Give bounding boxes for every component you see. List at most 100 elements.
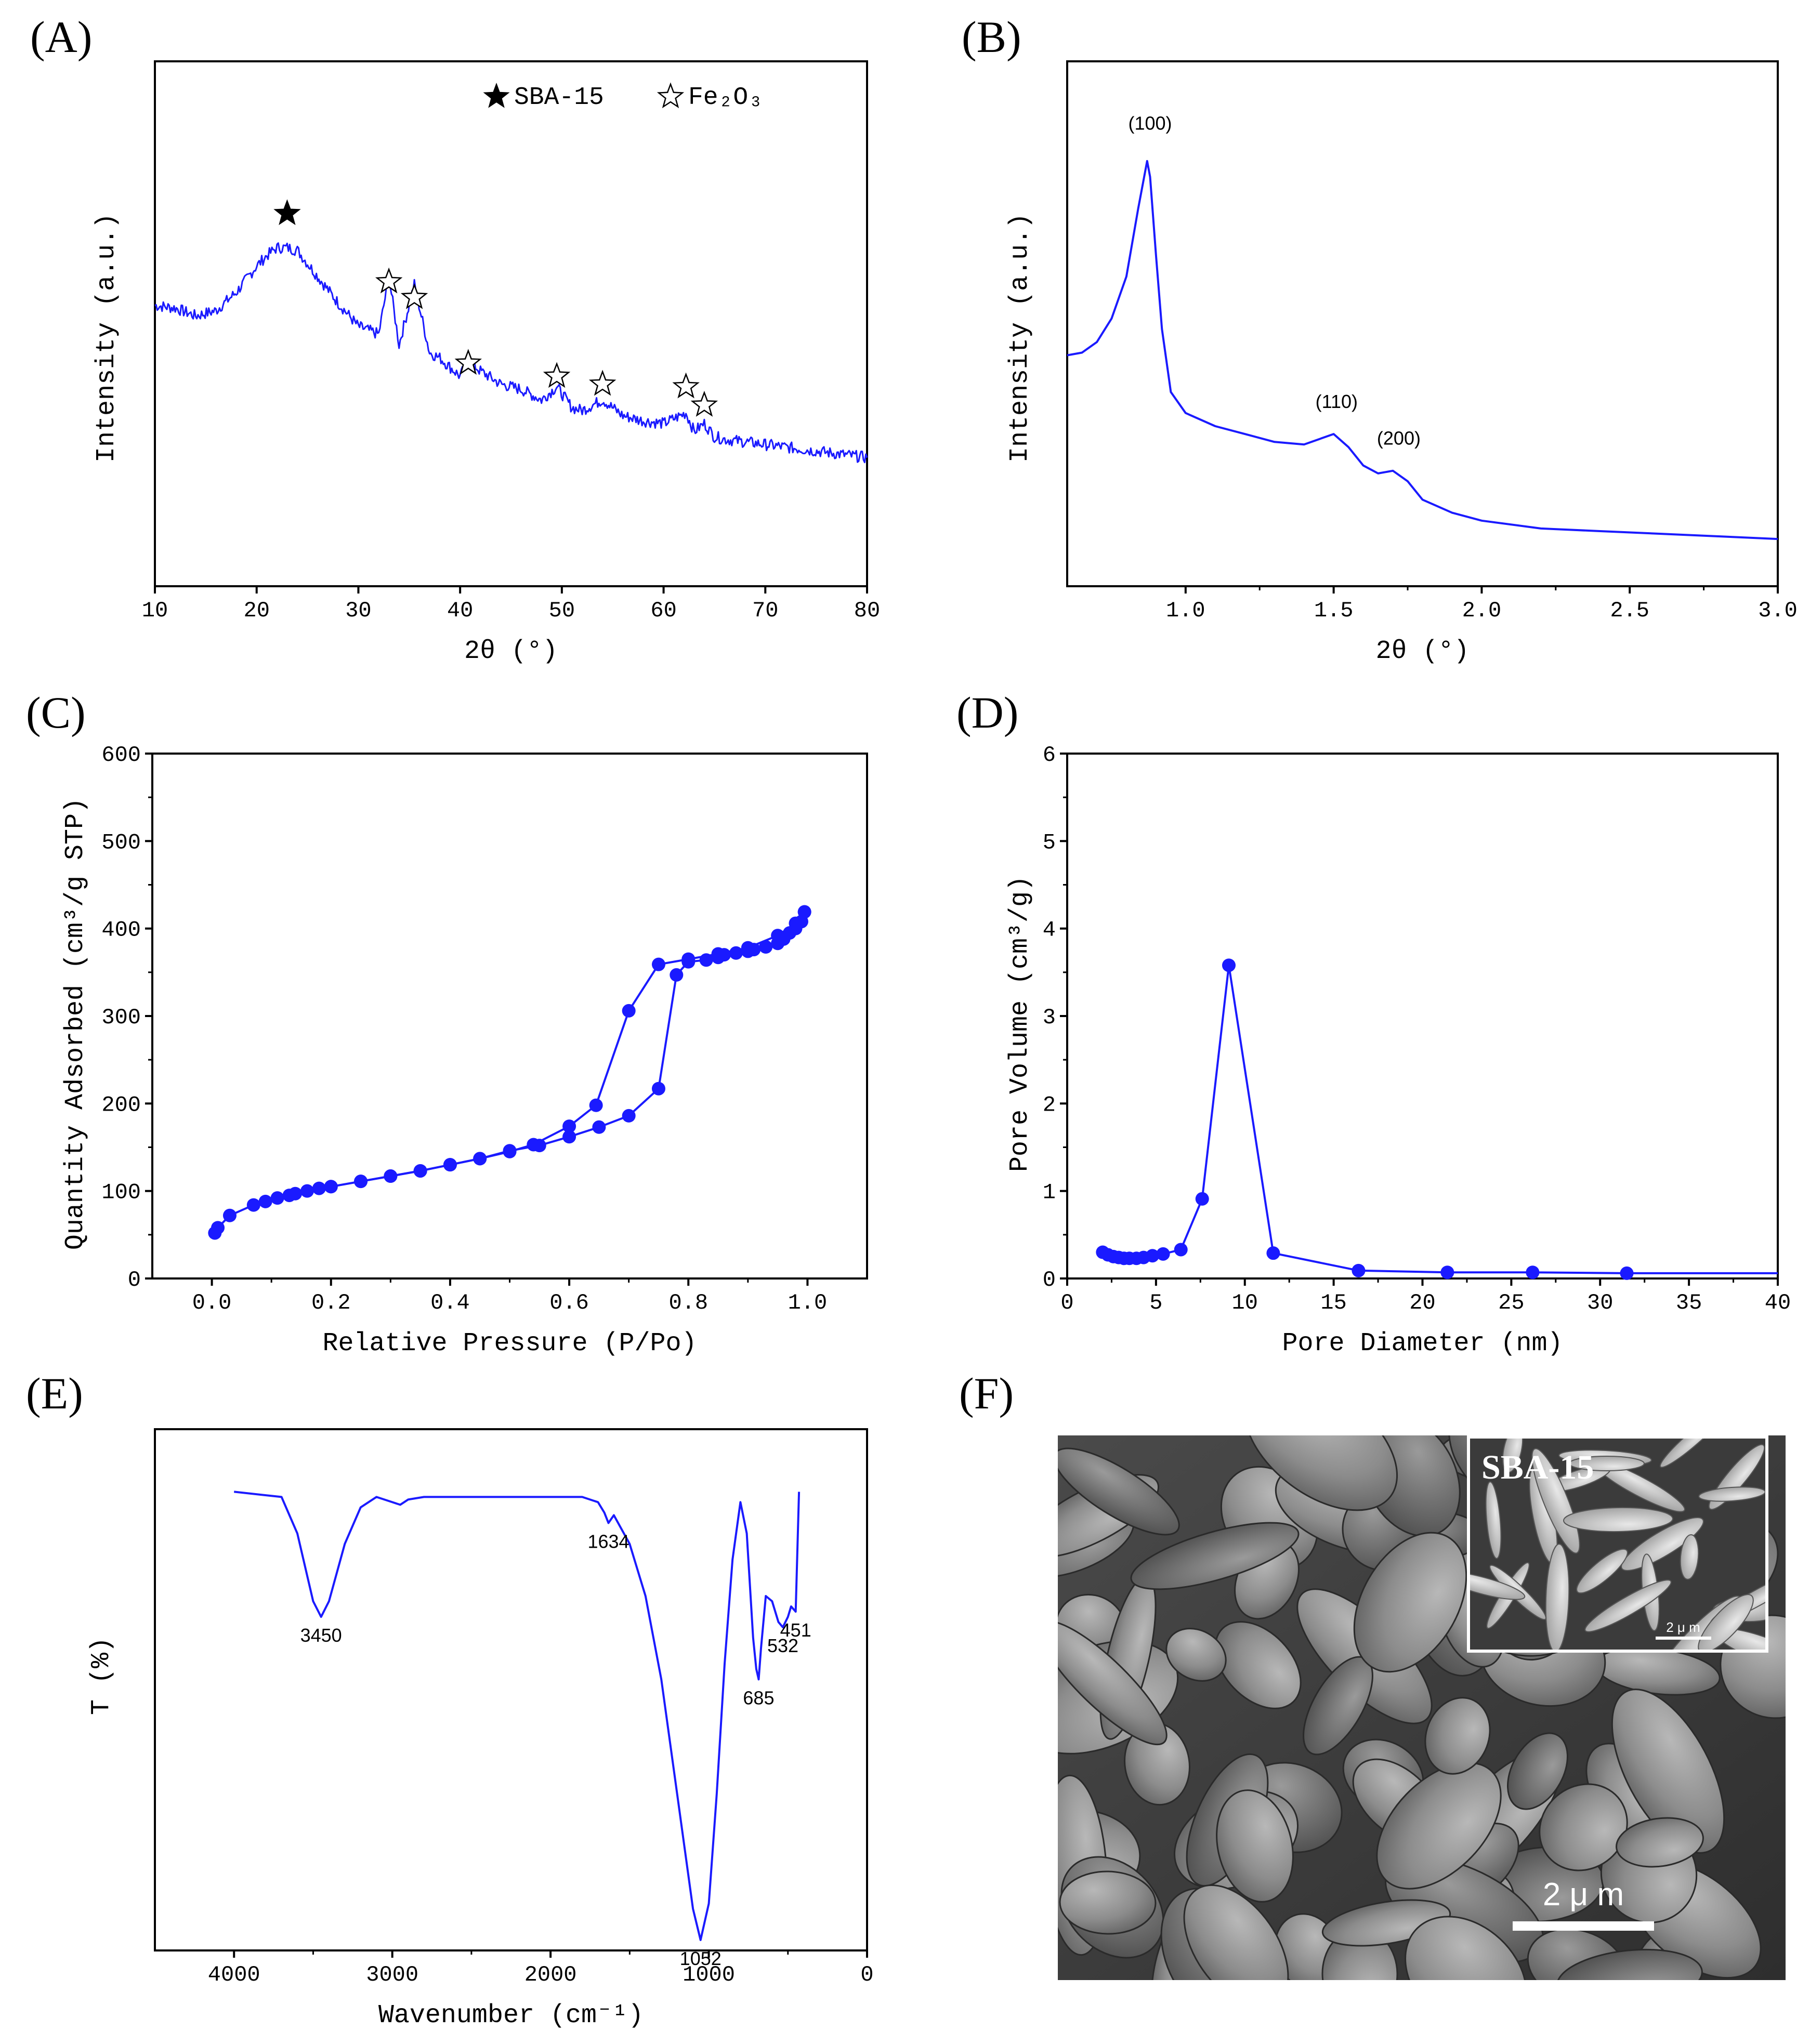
x-tick-label: 0.4: [430, 1290, 470, 1315]
x-tick-label: 20: [244, 598, 270, 623]
panel-a-ylabel: Intensity (a.u.): [92, 213, 122, 463]
pore-size-point: [1146, 1249, 1160, 1263]
desorption-point: [413, 1164, 427, 1178]
panel-b-ylabel: Intensity (a.u.): [1005, 213, 1035, 463]
xrd-series-line: [154, 242, 868, 464]
x-tick-label: 80: [854, 598, 880, 623]
x-tick-label: 0.6: [549, 1290, 589, 1315]
pore-size-point: [1174, 1243, 1188, 1257]
panel-f-sem-image: SBA-15 2 μ m 2 μ m: [1058, 1435, 1786, 1980]
panel-e-frame: [154, 1428, 868, 1951]
adsorption-point: [312, 1181, 326, 1195]
desorption-point: [384, 1169, 398, 1183]
adsorption-point: [300, 1184, 314, 1198]
pore-size-point: [1222, 958, 1236, 972]
sem-particle: [1376, 1762, 1502, 1890]
desorption-point: [711, 947, 725, 961]
pore-size-point: [1352, 1263, 1366, 1277]
sem-particle: [1165, 1628, 1227, 1682]
wavenumber-peak-label: 3450: [300, 1625, 342, 1646]
panel-a-xlabel: 2θ (°): [464, 637, 558, 666]
sba15-peak-marker: [273, 199, 301, 226]
pore-size-point: [1440, 1265, 1454, 1280]
x-tick-label: 0.0: [192, 1290, 232, 1315]
fe2o3-peak-marker: [588, 370, 617, 396]
pore-size-line: [1102, 964, 1778, 1274]
fe2o3-peak-marker: [543, 362, 571, 388]
desorption-point: [681, 952, 696, 966]
sem-inset-label: SBA-15: [1481, 1448, 1594, 1486]
x-tick-label: 1.0: [1166, 598, 1205, 623]
x-tick-label: 4000: [208, 1962, 260, 1987]
panel-c-ylabel: Quantity Adsorbed (cm³/g STP): [61, 798, 90, 1250]
sem-particle: [1353, 1532, 1467, 1673]
x-tick-label: 0.2: [311, 1290, 351, 1315]
adsorption-point: [622, 1109, 636, 1123]
panel-c-label: (C): [26, 688, 86, 737]
adsorption-point: [222, 1208, 237, 1222]
desorption-point: [503, 1144, 517, 1158]
x-tick-label: 35: [1676, 1290, 1702, 1315]
panel-a-frame: [154, 60, 868, 587]
desorption-point: [473, 1152, 487, 1166]
sem-particle: [1243, 1435, 1398, 1511]
panel-e-ylabel: T (%): [87, 1637, 116, 1715]
x-tick-label: 50: [549, 598, 575, 623]
desorption-point: [589, 1098, 603, 1112]
sem-inset-rod: [1698, 1594, 1754, 1651]
sem-particle: [1424, 1697, 1491, 1775]
x-tick-label: 15: [1320, 1290, 1346, 1315]
adsorption-point: [670, 968, 684, 982]
sem-particle: [1058, 1447, 1180, 1536]
saxs-series-line: [1067, 160, 1778, 540]
x-tick-label: 70: [752, 598, 778, 623]
sem-particle: [1405, 1916, 1527, 1980]
y-tick-label: 4: [1043, 918, 1056, 943]
panel-b-saxs-plot: 1.0 1.5 2.0 2.5 3.0 2θ (°) (100) (110) (200): [1066, 60, 1798, 666]
y-tick-label: 500: [101, 830, 141, 855]
peak-index-label: (100): [1128, 113, 1172, 134]
sem-inset-frame: [1467, 1435, 1768, 1653]
pore-size-point: [1620, 1266, 1634, 1280]
y-tick-label: 5: [1043, 830, 1056, 855]
panel-d-pore-size-plot: 0 5 10 15 20 25 30 35 40 0 1 2 3 4 5 6 Pore Diameter (nm…: [1043, 743, 1791, 1359]
adsorption-point: [651, 1082, 665, 1096]
fe2o3-peak-marker: [690, 390, 718, 417]
sem-particle: [1183, 1884, 1289, 1980]
adsorption-point: [258, 1194, 272, 1208]
pore-size-point: [1156, 1247, 1170, 1261]
peak-index-label: (200): [1377, 428, 1421, 449]
panel-c-isotherm-plot: 0.0 0.2 0.4 0.6 0.8 1.0 0 100 200 300 400 500 600 Rel…: [101, 743, 868, 1359]
adsorption-point: [759, 940, 773, 954]
x-tick-label: 0: [860, 1962, 873, 1987]
panel-a-label: (A): [30, 12, 92, 62]
sem-inset-scale-label: 2 μ m: [1666, 1619, 1700, 1635]
fe2o3-peak-marker: [454, 349, 482, 375]
fe2o3-peak-marker: [672, 372, 700, 399]
x-tick-label: 3000: [366, 1962, 418, 1987]
x-tick-label: 0: [1060, 1290, 1073, 1315]
panel-a-xrd-plot: 10 20 30 40 50 60 70 80 2θ (°) SBA-15 Fe₂O₃: [142, 60, 880, 666]
wavenumber-peak-label: 685: [743, 1687, 774, 1708]
x-tick-label: 25: [1498, 1290, 1524, 1315]
sem-inset-rod: [1698, 1486, 1766, 1502]
y-tick-label: 100: [101, 1180, 141, 1205]
desorption-point: [797, 905, 811, 919]
desorption-point: [741, 941, 755, 955]
sem-inset-rod: [1468, 1571, 1526, 1600]
fe2o3-peak-marker: [400, 283, 428, 309]
panel-b-label: (B): [962, 12, 1021, 62]
y-tick-label: 0: [1043, 1268, 1056, 1293]
x-tick-label: 1000: [683, 1962, 735, 1987]
panel-c-xlabel: Relative Pressure (P/Po): [322, 1329, 697, 1359]
desorption-point: [324, 1180, 338, 1194]
sem-particle: [1556, 1948, 1703, 1980]
sem-particle: [1216, 1789, 1294, 1903]
sem-particle: [1058, 1620, 1168, 1746]
x-tick-label: 5: [1149, 1290, 1162, 1315]
x-tick-label: 30: [1587, 1290, 1613, 1315]
adsorption-point: [246, 1198, 260, 1212]
sem-inset-rod: [1576, 1548, 1628, 1594]
panel-f-label: (F): [959, 1368, 1014, 1418]
pore-size-point: [1526, 1265, 1540, 1280]
